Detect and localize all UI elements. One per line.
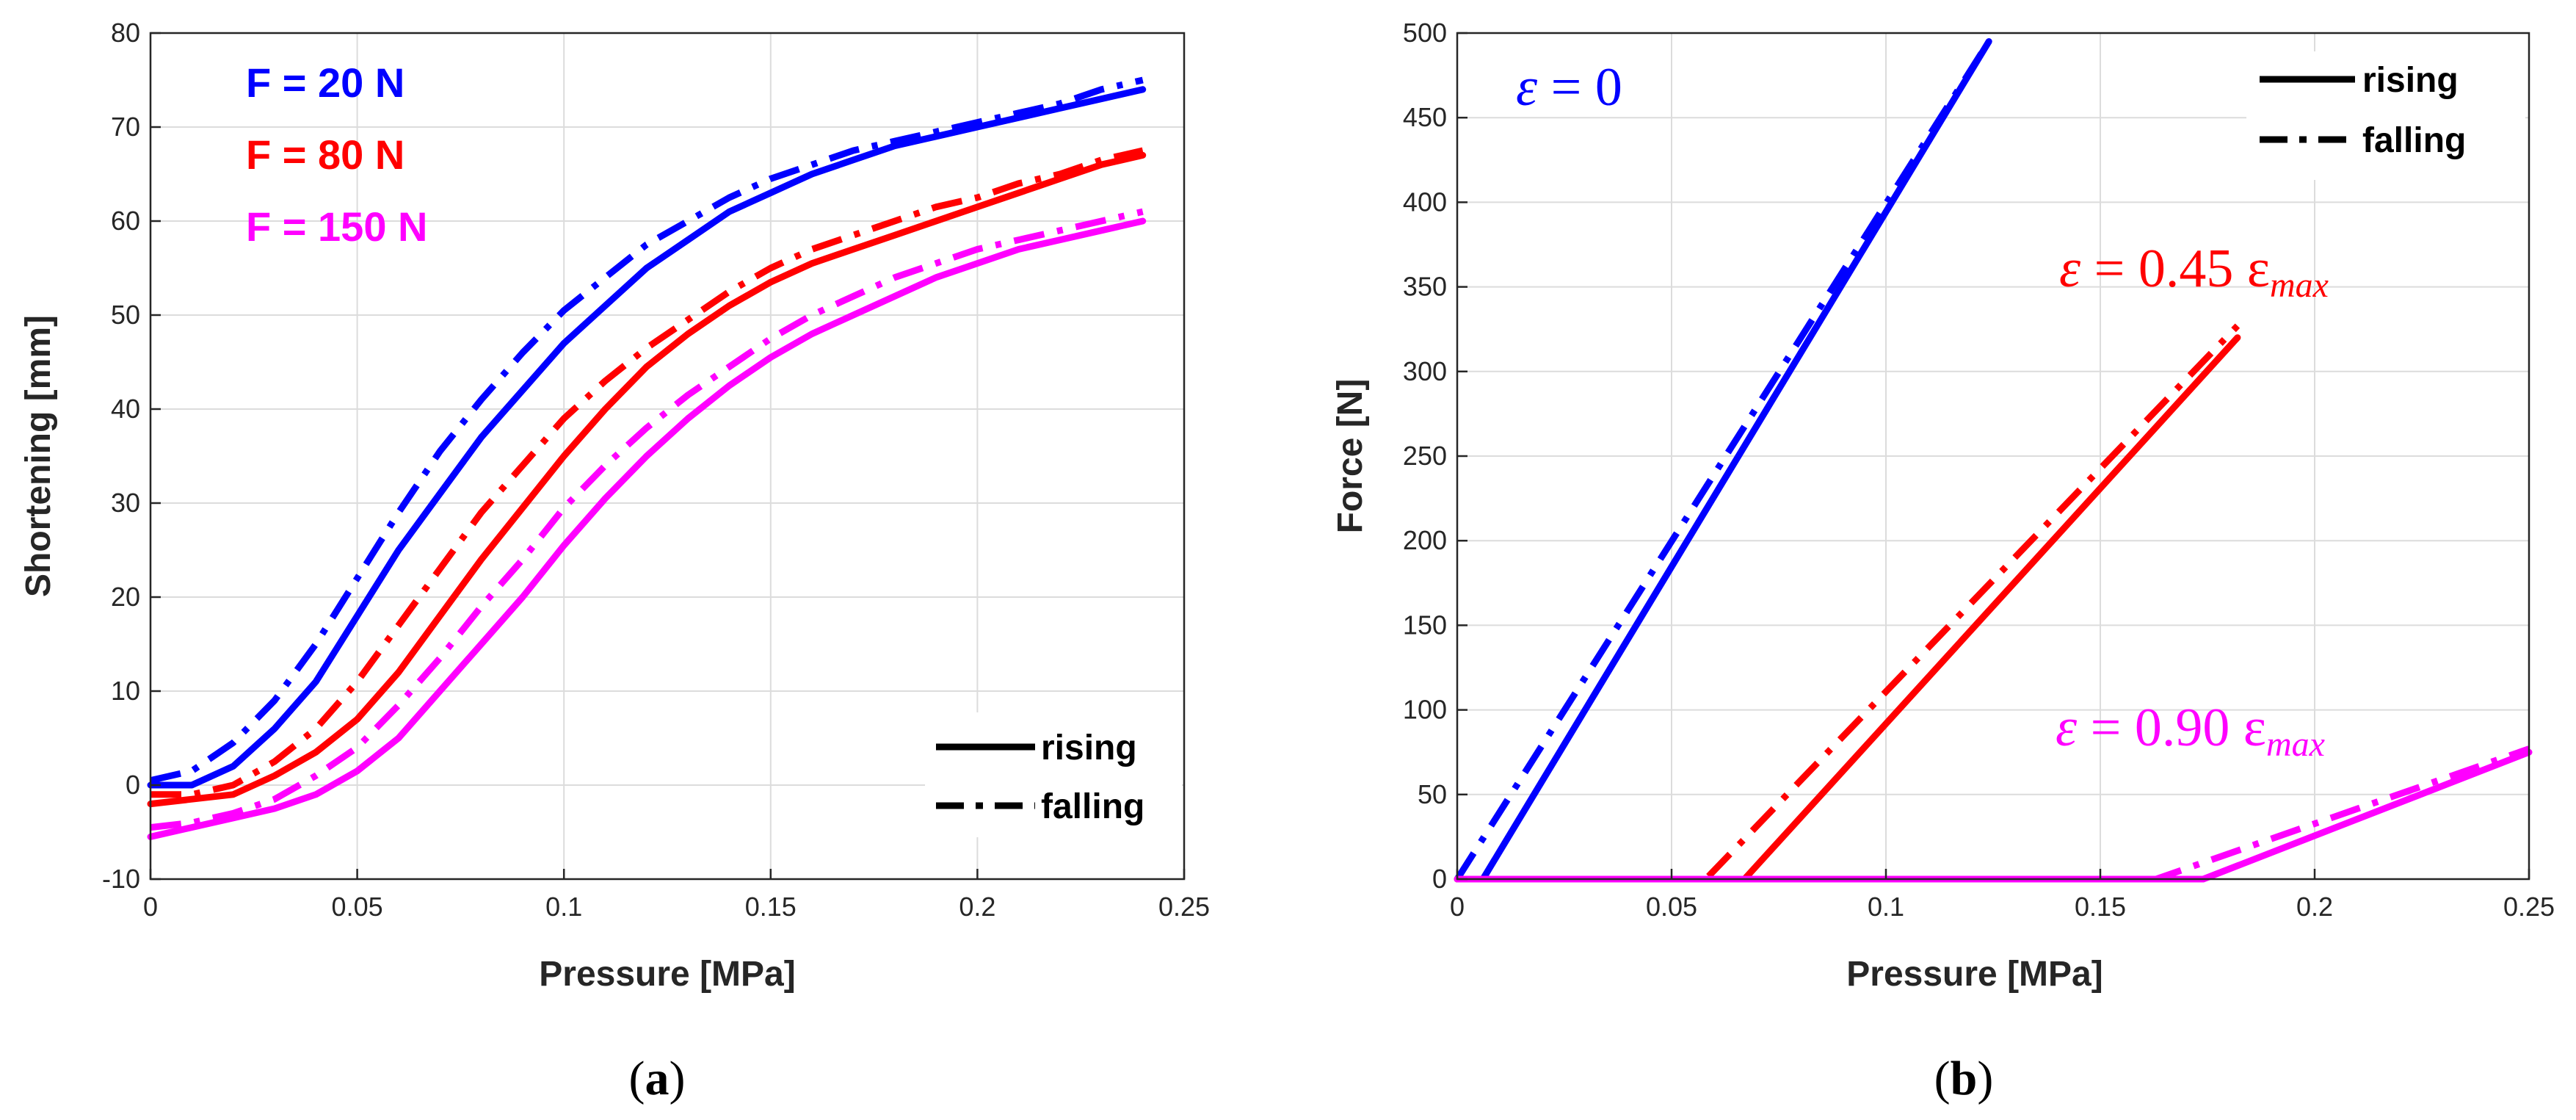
panel-a-x-label: Pressure [MPa] xyxy=(539,955,795,994)
series-line xyxy=(147,151,1147,808)
y-tick-label: 70 xyxy=(111,112,140,142)
annotation-eps-045-symbol: ε xyxy=(2059,239,2081,299)
panel-a-legend-box xyxy=(925,712,1182,837)
panel-b-legend-box xyxy=(2246,51,2525,180)
annotation-eps-090-subscript: max xyxy=(2266,725,2325,764)
y-tick-label: 200 xyxy=(1403,525,1447,555)
y-tick-label: 0 xyxy=(126,770,140,800)
panel-a-grid xyxy=(150,32,1185,880)
y-tick-label: 60 xyxy=(111,206,140,236)
panel-a-y-label: Shortening [mm] xyxy=(19,315,58,597)
series-line xyxy=(1454,40,1992,881)
x-tick-label: 0.25 xyxy=(2503,892,2555,922)
annotation-eps-045-subscript: max xyxy=(2270,266,2329,305)
x-tick-label: 0.1 xyxy=(545,892,582,922)
annotation-eps-045-value: = 0.45 ε xyxy=(2080,239,2270,299)
series-line xyxy=(150,208,1144,831)
x-tick-label: 0.1 xyxy=(1868,892,1904,922)
annotation-eps-090: ε = 0.90 εmax xyxy=(2056,698,2325,764)
panel-b: 0 0.05 0.1 0.15 0.2 0.25 0 50 100 150 200 250 300 35… xyxy=(1331,18,2555,1105)
annotation-eps-090-symbol: ε xyxy=(2056,698,2078,758)
y-tick-label: 450 xyxy=(1403,102,1447,132)
panel-a-legend: rising falling xyxy=(925,712,1182,837)
y-tick-label: -10 xyxy=(102,864,140,894)
annotation-f-80: F = 80 N xyxy=(246,131,404,178)
y-tick-label: 40 xyxy=(111,394,140,424)
annotation-eps-090-value: = 0.90 ε xyxy=(2077,698,2266,758)
caption-b-letter: b xyxy=(1951,1052,1978,1105)
x-tick-label: 0.25 xyxy=(1158,892,1210,922)
y-tick-label: 350 xyxy=(1403,272,1447,302)
caption-b: (b) xyxy=(1934,1052,1994,1105)
x-tick-label: 0.15 xyxy=(745,892,797,922)
x-tick-label: 0 xyxy=(143,892,158,922)
annotation-eps-0: ε = 0 xyxy=(1516,57,1622,118)
panel-a-axes-box xyxy=(149,32,1186,881)
caption-a: (a) xyxy=(629,1052,686,1105)
caption-a-letter: a xyxy=(645,1052,670,1105)
y-tick-label: 30 xyxy=(111,488,140,518)
x-tick-label: 0 xyxy=(1450,892,1465,922)
series-line xyxy=(150,76,1144,784)
y-tick-label: 80 xyxy=(111,18,140,48)
panel-b-y-label: Force [N] xyxy=(1331,379,1370,534)
y-tick-label: 100 xyxy=(1403,695,1447,725)
panel-a: 0 0.05 0.1 0.15 0.2 0.25 -1001020304050607080… xyxy=(19,18,1210,1105)
x-tick-label: 0.2 xyxy=(959,892,995,922)
y-tick-label: 10 xyxy=(111,676,140,706)
y-tick-label: 400 xyxy=(1403,187,1447,217)
x-tick-label: 0.2 xyxy=(2296,892,2333,922)
series-line xyxy=(147,217,1147,840)
y-tick-label: 50 xyxy=(111,300,140,330)
panel-a-series xyxy=(147,76,1147,840)
panel-b-legend: rising falling xyxy=(2246,51,2525,180)
panel-a-y-ticks: -10 0 10 20 30 40 50 60 70 80 xyxy=(102,18,161,894)
annotation-f-150: F = 150 N xyxy=(246,203,427,250)
annotation-eps-0-value: = 0 xyxy=(1537,57,1622,118)
y-tick-label: 20 xyxy=(111,582,140,612)
y-tick-label: 0 xyxy=(1432,864,1447,894)
series-line xyxy=(150,147,1144,798)
y-tick-label: 500 xyxy=(1403,18,1447,48)
panel-b-y-ticks: 0 50 100 150 200 250 300 350 400 450 500 xyxy=(1403,18,1467,894)
y-tick-label: 250 xyxy=(1403,441,1447,471)
panel-a-x-ticks: 0 0.05 0.1 0.15 0.2 0.25 xyxy=(143,869,1210,922)
legend-b-falling-label: falling xyxy=(2362,121,2466,160)
series-line xyxy=(147,86,1147,789)
y-tick-label: 300 xyxy=(1403,356,1447,386)
x-tick-label: 0.05 xyxy=(332,892,383,922)
x-tick-label: 0.15 xyxy=(2075,892,2126,922)
annotation-f-20: F = 20 N xyxy=(246,59,404,106)
y-tick-label: 150 xyxy=(1403,610,1447,640)
x-tick-label: 0.05 xyxy=(1646,892,1697,922)
annotation-eps-0-symbol: ε xyxy=(1516,57,1538,118)
legend-rising-label: rising xyxy=(1041,729,1137,767)
y-tick-label: 50 xyxy=(1418,779,1447,809)
panel-b-x-label: Pressure [MPa] xyxy=(1846,955,2102,994)
legend-falling-label: falling xyxy=(1041,787,1144,826)
annotation-eps-045: ε = 0.45 εmax xyxy=(2059,239,2329,305)
panel-b-x-ticks: 0 0.05 0.1 0.15 0.2 0.25 xyxy=(1450,869,2555,922)
legend-b-rising-label: rising xyxy=(2362,61,2459,100)
